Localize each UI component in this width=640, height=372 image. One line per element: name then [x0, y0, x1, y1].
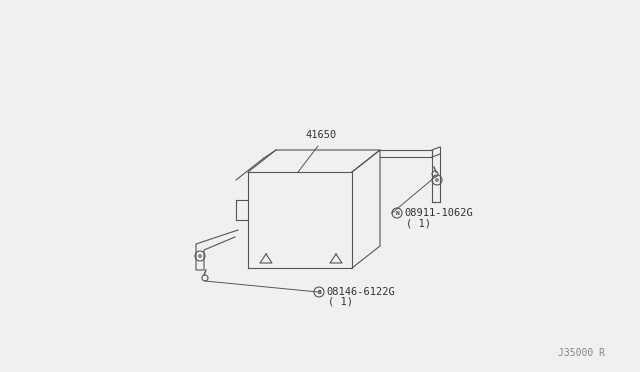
Text: ( 1): ( 1) — [406, 218, 431, 228]
Text: J35000 R: J35000 R — [558, 348, 605, 358]
Text: 08146-6122G: 08146-6122G — [326, 287, 395, 297]
Text: ( 1): ( 1) — [328, 297, 353, 307]
Text: 41650: 41650 — [305, 130, 336, 140]
Text: N: N — [395, 211, 399, 215]
Circle shape — [435, 178, 439, 182]
Text: 08911-1062G: 08911-1062G — [404, 208, 473, 218]
Text: B: B — [317, 289, 321, 295]
Circle shape — [198, 254, 202, 258]
